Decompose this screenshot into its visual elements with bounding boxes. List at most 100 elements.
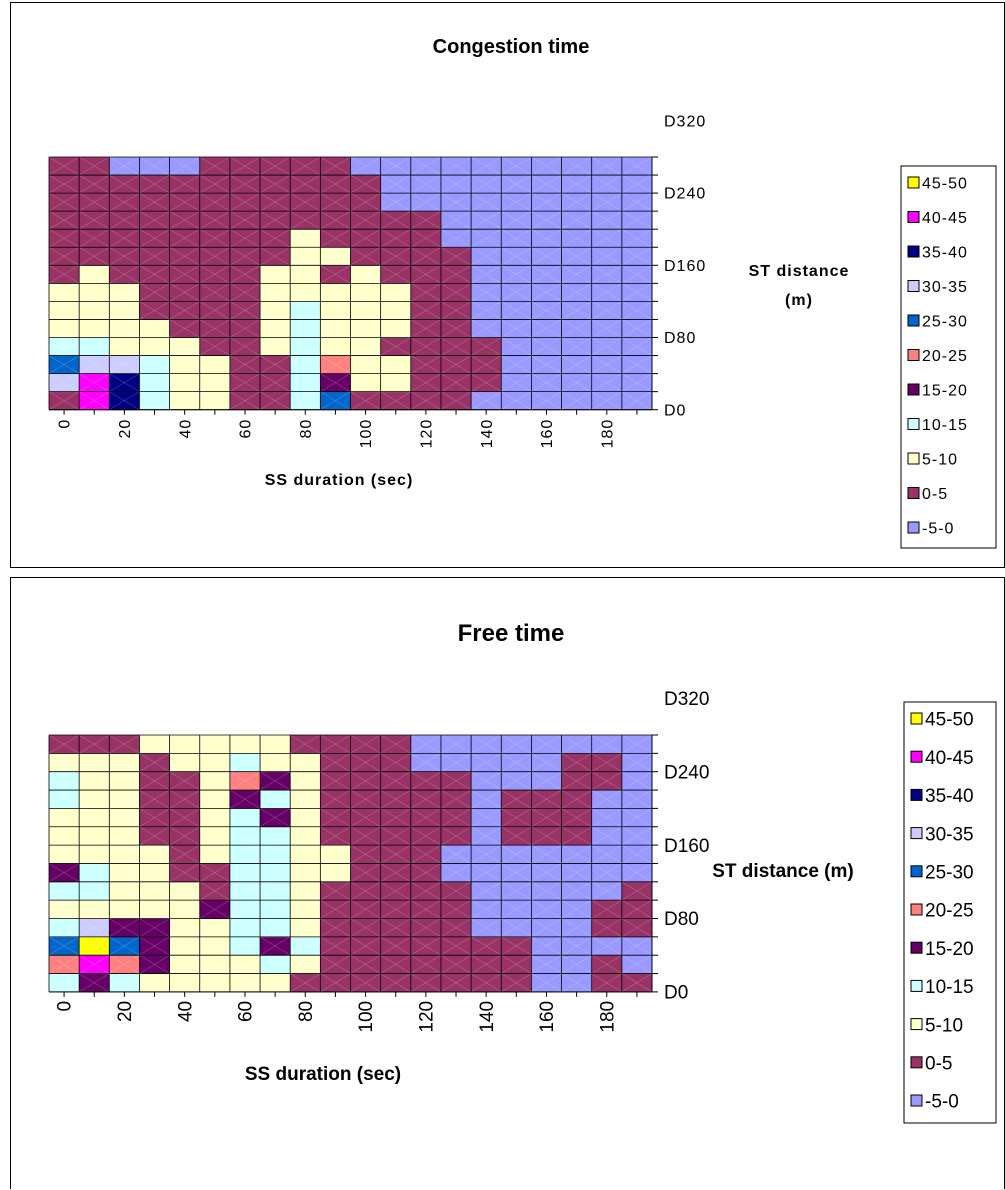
- heatmap-cell: [49, 973, 80, 993]
- heatmap-cell: [440, 247, 472, 266]
- cell-diagonal: [561, 301, 592, 320]
- cell-diagonal: [320, 771, 351, 791]
- legend-swatch: [907, 487, 920, 499]
- cell-diagonal: [48, 264, 80, 284]
- cell-diagonal: [470, 734, 502, 754]
- heatmap-cell: [49, 373, 80, 393]
- cell-diagonal: [229, 844, 261, 864]
- cell-diagonal: [470, 373, 502, 392]
- cell-diagonal: [139, 391, 170, 411]
- heatmap-cell: [410, 373, 442, 393]
- heatmap-cell: [621, 319, 653, 338]
- cell-diagonal: [501, 936, 532, 956]
- cell-diagonal: [531, 301, 562, 320]
- cell-diagonal: [259, 301, 291, 320]
- cell-diagonal: [139, 337, 170, 356]
- cell-diagonal: [621, 734, 653, 754]
- heatmap-cell: [561, 157, 593, 176]
- legend-swatch: [907, 521, 920, 534]
- heatmap-cell: [350, 247, 382, 266]
- cell-diagonal: [109, 391, 140, 411]
- heatmap-cell: [139, 337, 170, 356]
- cell-diagonal: [501, 355, 532, 374]
- heatmap-cell: [531, 753, 562, 773]
- heatmap-cell: [501, 881, 532, 901]
- cell-diagonal: [259, 863, 291, 883]
- heatmap-cell: [501, 955, 532, 974]
- cell-diagonal: [169, 771, 200, 791]
- heatmap-cell: [320, 735, 351, 754]
- heatmap-cell: [169, 790, 201, 809]
- cell-diagonal: [621, 789, 653, 809]
- cell-diagonal: [621, 283, 653, 302]
- x-axis-label: SS duration (sec): [265, 472, 414, 489]
- heatmap-cell: [79, 753, 110, 773]
- cell-diagonal: [591, 228, 623, 248]
- cell-diagonal: [139, 192, 170, 212]
- cell-diagonal: [199, 789, 231, 809]
- heatmap-cell: [290, 301, 321, 320]
- cell-diagonal: [109, 826, 140, 846]
- heatmap-cell: [350, 283, 382, 302]
- heatmap-cell: [79, 265, 110, 284]
- heatmap-cell: [561, 175, 593, 194]
- heatmap-cell: [350, 211, 382, 230]
- cell-diagonal: [320, 228, 351, 248]
- cell-diagonal: [259, 789, 291, 809]
- heatmap-cell: [410, 247, 442, 266]
- cell-diagonal: [139, 174, 170, 194]
- heatmap-cell: [139, 211, 170, 230]
- cell-diagonal: [109, 192, 140, 212]
- cell-diagonal: [290, 844, 321, 864]
- cell-diagonal: [380, 881, 411, 901]
- cell-diagonal: [561, 391, 592, 411]
- cell-diagonal: [139, 918, 170, 938]
- cell-diagonal: [501, 753, 532, 772]
- heatmap-cell: [621, 355, 653, 374]
- heatmap-cell: [169, 211, 201, 230]
- cell-diagonal: [621, 881, 653, 901]
- cell-diagonal: [48, 210, 80, 230]
- cell-diagonal: [621, 283, 653, 302]
- heatmap-cell: [561, 337, 593, 356]
- cell-diagonal: [139, 283, 170, 302]
- cell-diagonal: [591, 899, 623, 919]
- cell-diagonal: [48, 319, 80, 338]
- heatmap-cell: [591, 175, 623, 194]
- cell-diagonal: [48, 355, 80, 374]
- heatmap-cell: [169, 283, 201, 302]
- heatmap-cell: [561, 753, 593, 773]
- legend-swatch: [907, 176, 920, 189]
- cell-diagonal: [259, 863, 291, 883]
- heatmap-cell: [471, 157, 502, 176]
- cell-diagonal: [440, 844, 472, 864]
- cell-diagonal: [290, 899, 321, 919]
- cell-diagonal: [109, 789, 140, 809]
- heatmap-cell: [501, 355, 532, 374]
- heatmap-cell: [290, 247, 321, 266]
- heatmap-cell: [591, 918, 623, 938]
- heatmap-cell: [109, 918, 140, 938]
- cell-diagonal: [621, 228, 653, 248]
- heatmap-cell: [199, 175, 231, 194]
- cell-diagonal: [440, 355, 472, 374]
- cell-diagonal: [350, 863, 381, 883]
- cell-diagonal: [621, 210, 653, 230]
- cell-diagonal: [350, 808, 381, 828]
- cell-diagonal: [259, 192, 291, 212]
- cell-diagonal: [591, 863, 623, 883]
- cell-diagonal: [229, 373, 261, 392]
- cell-diagonal: [139, 844, 170, 864]
- heatmap-cell: [531, 193, 562, 212]
- heatmap-cell: [320, 936, 351, 956]
- cell-diagonal: [199, 283, 231, 302]
- heatmap-cell: [440, 955, 472, 974]
- cell-diagonal: [440, 156, 472, 176]
- heatmap-cell: [109, 229, 140, 248]
- heatmap-cell: [471, 771, 502, 791]
- cell-diagonal: [48, 881, 80, 901]
- y-tick-label: D80: [664, 330, 696, 347]
- cell-diagonal: [320, 246, 351, 266]
- cell-diagonal: [320, 954, 351, 974]
- cell-diagonal: [78, 355, 110, 374]
